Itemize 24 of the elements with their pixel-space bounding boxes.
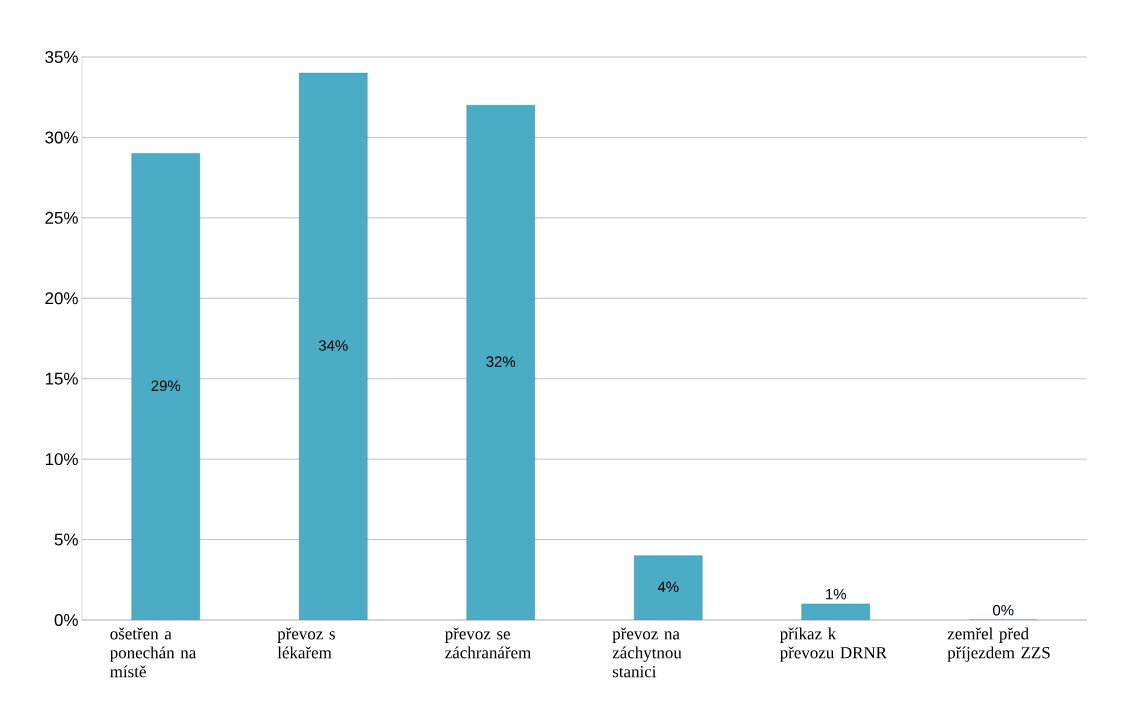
y-tick-label: 5%	[54, 533, 78, 546]
y-tick-label: 0%	[54, 614, 78, 626]
bar	[466, 105, 535, 620]
x-tick-label: ošetřen a ponechán na místě	[110, 627, 197, 678]
data-label: 32%	[486, 356, 516, 367]
y-tick-label: 25%	[45, 211, 78, 224]
x-tick-label: převoz se záchranářem	[445, 627, 531, 659]
x-tick-label: převoz s lékařem	[277, 627, 335, 659]
bar	[131, 153, 200, 620]
data-label: 29%	[151, 380, 181, 392]
data-label: 34%	[318, 340, 348, 351]
x-tick-label: příkaz k převozu DRNR	[779, 627, 887, 662]
y-tick-label: 35%	[45, 51, 78, 63]
data-label: 1%	[826, 588, 846, 600]
bar	[299, 72, 368, 620]
data-label: 0%	[993, 604, 1014, 616]
y-tick-label: 15%	[45, 372, 78, 385]
y-tick-label: 10%	[45, 453, 78, 466]
bar	[634, 555, 703, 620]
data-label: 4%	[657, 581, 679, 593]
x-tick-label: zemřel před příjezdem ZZS	[947, 627, 1050, 662]
y-tick-label: 30%	[45, 131, 78, 144]
y-tick-label: 20%	[45, 292, 78, 305]
x-tick-label: převoz na záchytnou stanici	[612, 627, 682, 678]
